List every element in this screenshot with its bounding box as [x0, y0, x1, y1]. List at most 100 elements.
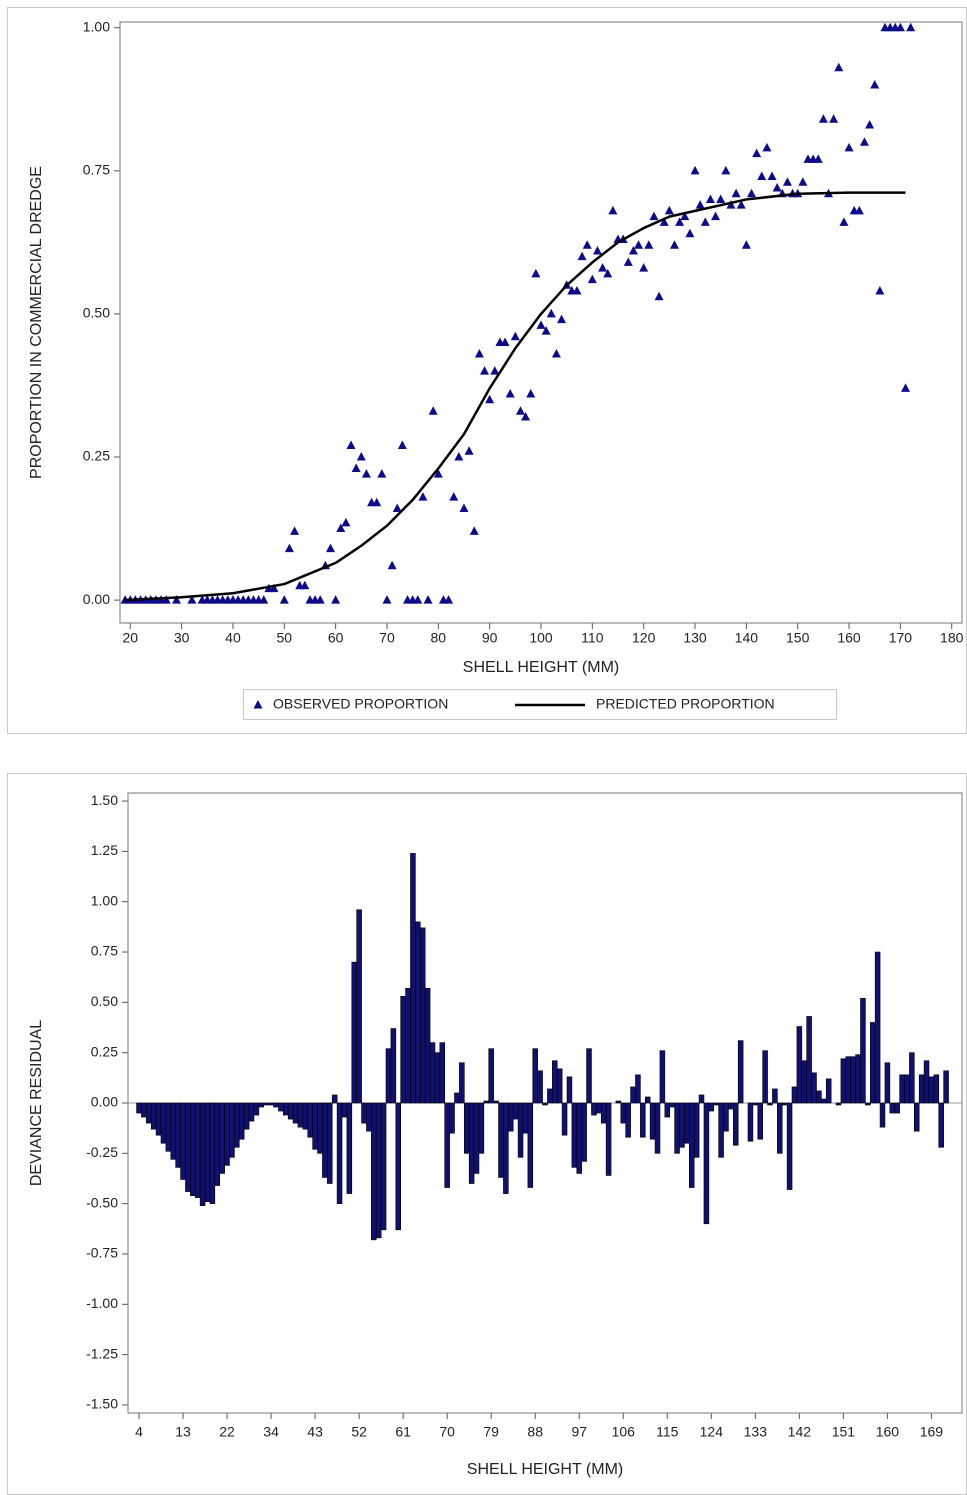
observed-point	[608, 205, 618, 215]
bar	[806, 1016, 812, 1104]
observed-point	[762, 142, 772, 152]
bar	[498, 1102, 504, 1178]
bar	[821, 1098, 827, 1104]
observed-point	[639, 263, 649, 272]
bar	[278, 1102, 284, 1112]
bar	[684, 1102, 690, 1144]
observed-point	[906, 22, 916, 32]
y-tick-label: -1.25	[86, 1345, 118, 1361]
bar	[581, 1102, 587, 1162]
bar	[175, 1102, 181, 1168]
bar	[777, 1102, 783, 1154]
observed-point	[454, 452, 464, 461]
bar	[600, 1102, 607, 1124]
observed-point	[326, 543, 335, 553]
bar	[263, 1102, 269, 1106]
plot-frame	[127, 792, 963, 1414]
x-tick-label: 20	[122, 630, 138, 646]
legend-label: PREDICTED PROPORTION	[596, 696, 775, 712]
bar	[552, 1060, 558, 1104]
x-tick-label: 88	[527, 1424, 543, 1440]
observed-point	[521, 411, 531, 421]
x-tick-label: 4	[135, 1424, 143, 1440]
bar	[644, 1096, 651, 1104]
bar	[258, 1102, 265, 1108]
bar	[865, 1102, 871, 1106]
legend-label: OBSERVED PROPORTION	[273, 696, 448, 712]
observed-point	[623, 257, 633, 266]
observed-point	[895, 22, 905, 32]
observed-point	[572, 286, 582, 295]
bar	[351, 961, 357, 1104]
bar	[356, 909, 362, 1104]
bar	[219, 1102, 225, 1174]
y-tick-label: 0.75	[83, 162, 110, 178]
x-tick-label: 100	[529, 630, 553, 646]
bar	[679, 1102, 685, 1148]
bar	[708, 1102, 715, 1112]
bar	[767, 1102, 773, 1106]
observed-point	[428, 406, 438, 415]
x-tick-label: 34	[263, 1424, 279, 1440]
bar	[508, 1102, 514, 1132]
bar	[674, 1102, 680, 1154]
bar	[586, 1048, 592, 1104]
observed-point	[290, 526, 300, 535]
bar	[649, 1102, 656, 1140]
bar	[786, 1102, 793, 1190]
bar	[605, 1102, 612, 1176]
bar	[160, 1102, 167, 1144]
observed-point	[582, 240, 592, 249]
observed-point	[680, 211, 690, 221]
bar	[229, 1102, 235, 1158]
x-tick-label: 60	[328, 630, 344, 646]
observed-point	[839, 217, 849, 226]
predicted-line	[125, 191, 906, 602]
bar	[327, 1102, 333, 1184]
bar	[728, 1102, 734, 1110]
bar	[811, 1072, 817, 1104]
y-tick-label: -1.50	[86, 1396, 118, 1412]
bar	[542, 1102, 548, 1106]
observed-point	[423, 595, 433, 604]
bar	[297, 1102, 304, 1128]
observed-point	[865, 120, 875, 129]
bar	[772, 1088, 778, 1104]
bar	[723, 1102, 729, 1132]
x-tick-label: 43	[307, 1424, 323, 1440]
bar	[869, 1022, 876, 1104]
bar	[625, 1102, 631, 1138]
bar	[488, 1048, 494, 1104]
observed-point	[634, 240, 644, 249]
bar	[752, 1102, 759, 1106]
bar	[698, 1094, 705, 1104]
observed-point	[259, 595, 269, 604]
bar	[899, 1074, 905, 1104]
observed-point	[464, 446, 474, 455]
x-tick-label: 133	[744, 1424, 768, 1440]
bar	[317, 1102, 323, 1154]
bar	[478, 1102, 485, 1154]
observed-point	[752, 148, 762, 158]
observed-point	[474, 348, 484, 358]
bar	[199, 1102, 206, 1206]
observed-point	[649, 211, 659, 221]
bar	[561, 1102, 568, 1136]
bar	[855, 1054, 861, 1104]
observed-point	[695, 200, 705, 209]
x-tick-label: 50	[277, 630, 293, 646]
bar	[527, 1102, 534, 1188]
bar	[209, 1102, 216, 1204]
bar	[224, 1102, 230, 1166]
y-tick-label: -0.25	[86, 1144, 118, 1160]
observed-point	[875, 286, 885, 295]
observed-point	[541, 326, 551, 335]
observed-point	[834, 62, 844, 72]
observed-point	[433, 469, 443, 478]
bar	[302, 1102, 309, 1130]
observed-point	[854, 205, 864, 215]
observed-point	[485, 394, 495, 404]
observed-point	[161, 595, 171, 604]
